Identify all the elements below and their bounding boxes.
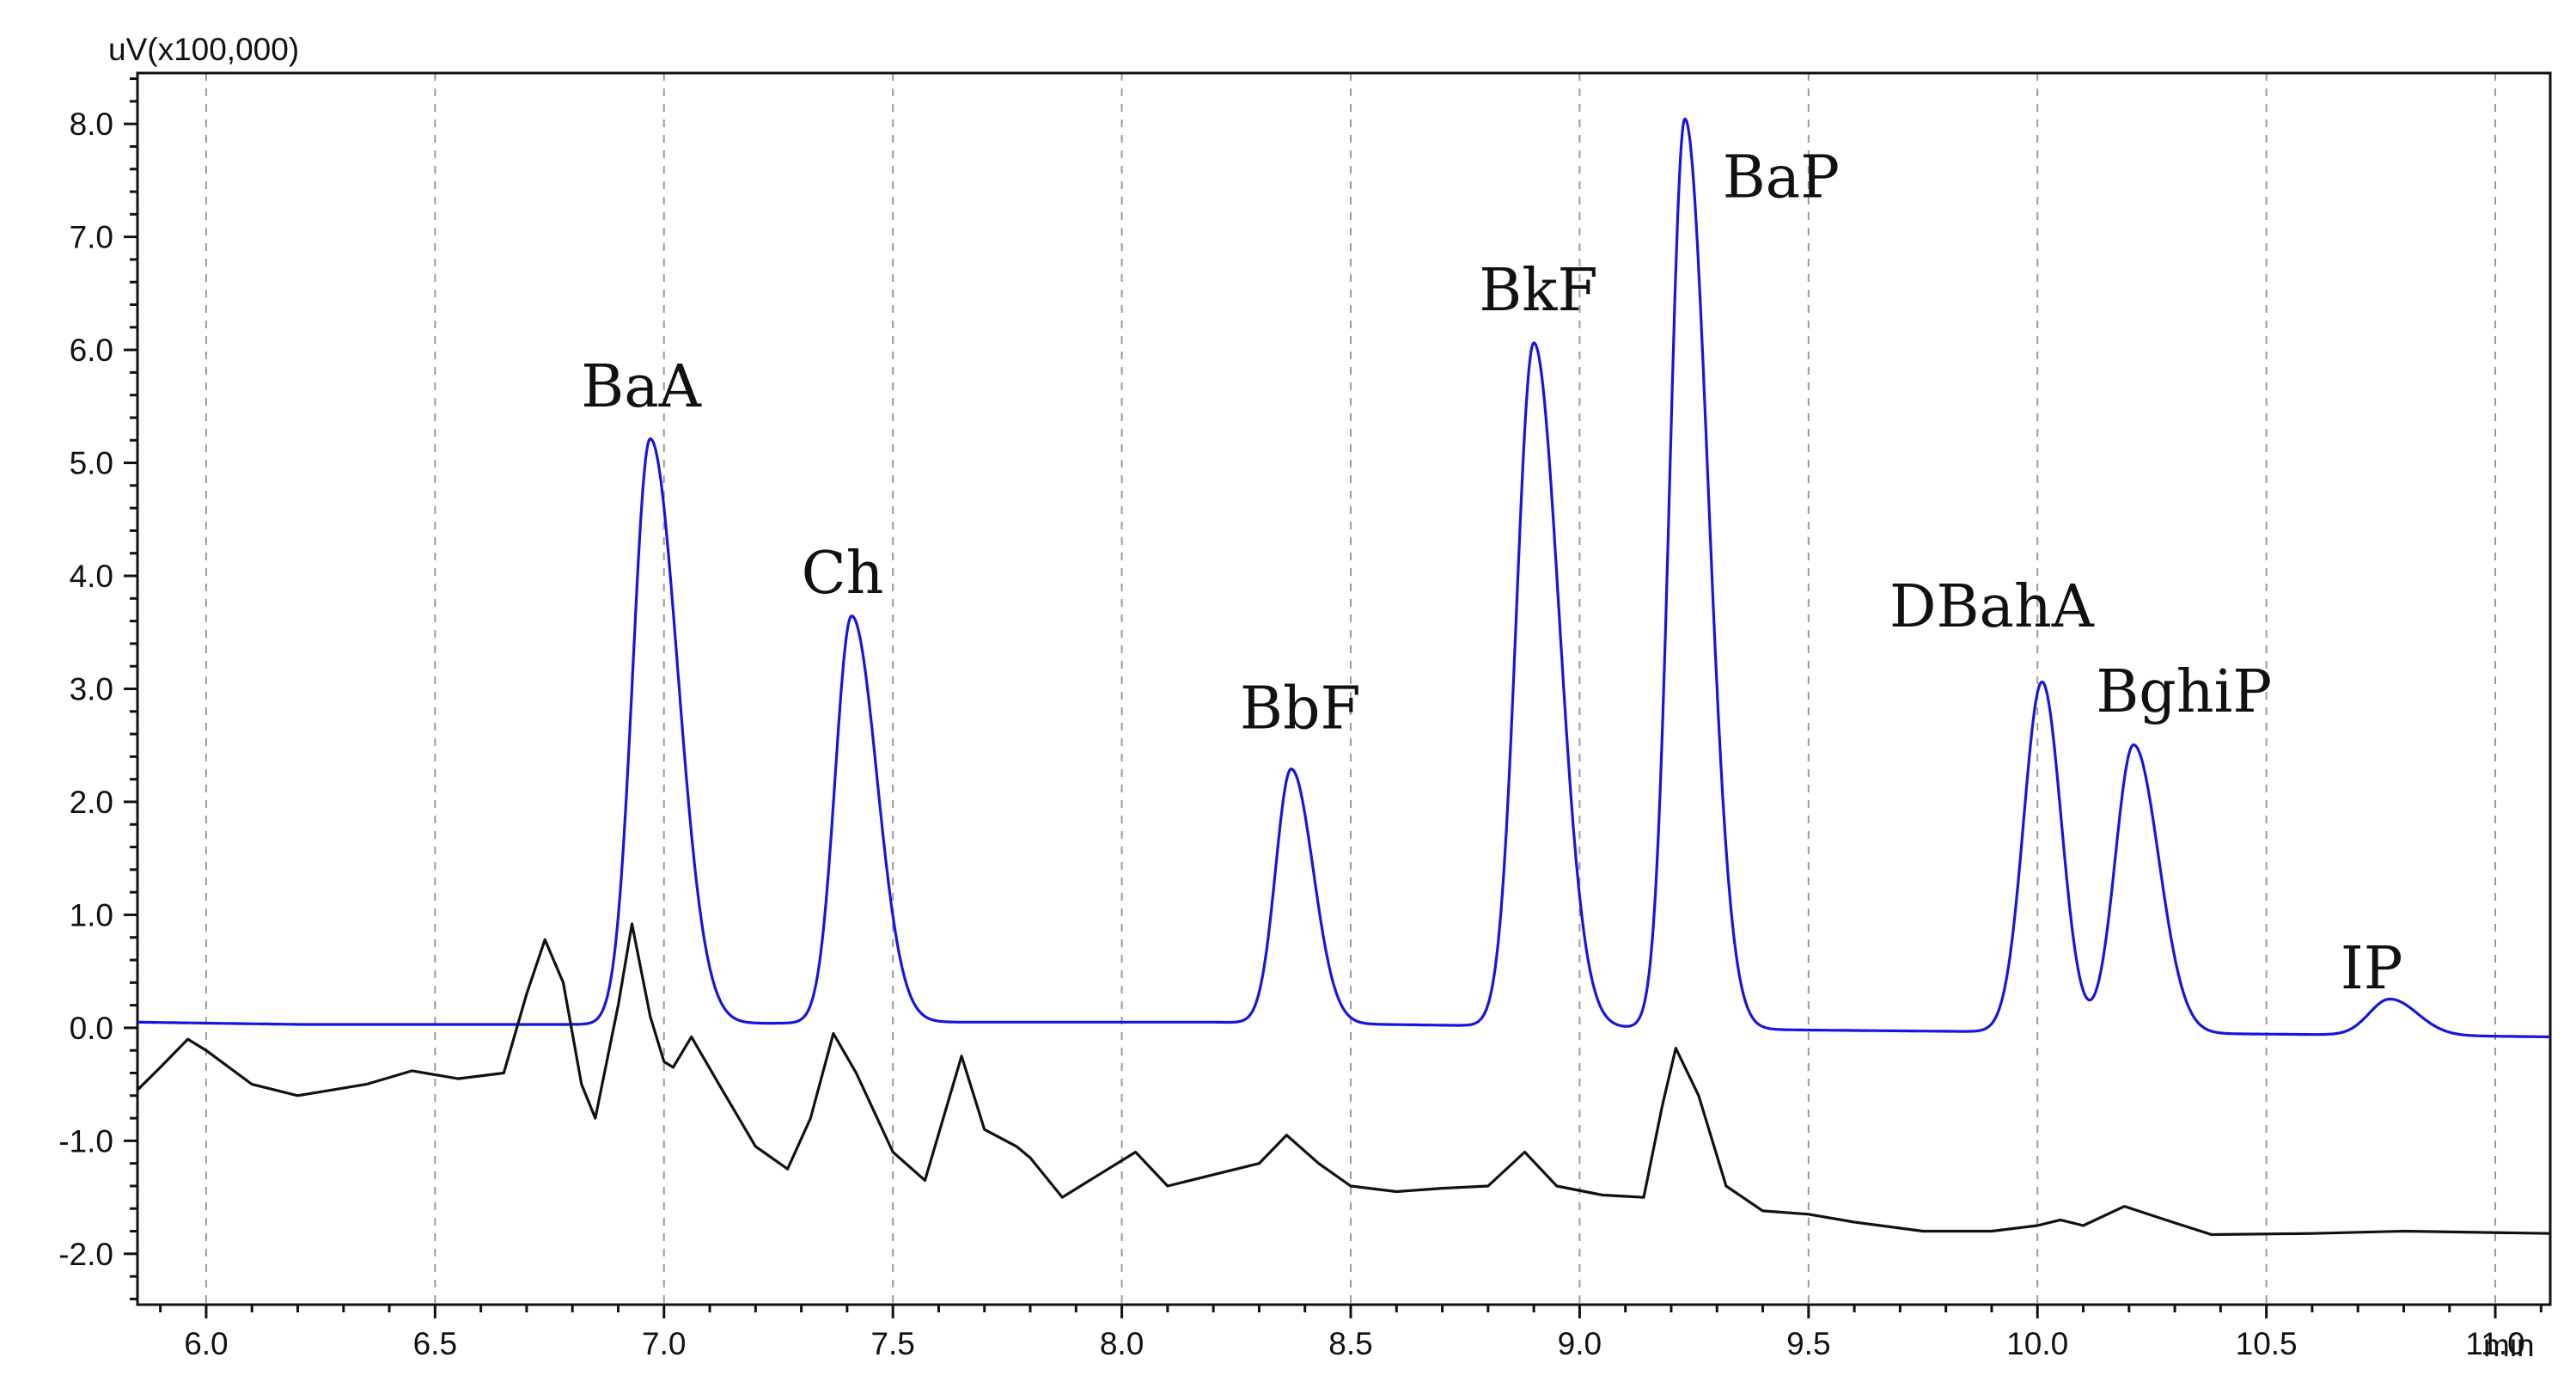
y-axis-unit-label: uV(x100,000)	[108, 32, 299, 67]
y-tick-label: -1.0	[58, 1123, 113, 1159]
x-axis-unit-label: min	[2483, 1328, 2535, 1363]
peak-label-bbf: BbF	[1240, 676, 1361, 743]
y-tick-label: 4.0	[70, 559, 113, 594]
peak-label-ip: IP	[2341, 935, 2403, 1003]
x-tick-label: 6.5	[413, 1326, 457, 1361]
x-tick-label: 11.0	[2465, 1326, 2524, 1361]
peak-label-bghip: BghiP	[2096, 658, 2272, 726]
x-tick-label: 7.0	[642, 1326, 686, 1361]
x-tick-label: 6.0	[184, 1326, 228, 1361]
x-tick-label: 7.5	[870, 1326, 914, 1361]
peak-label-ch: Ch	[802, 540, 884, 608]
standard-trace-line	[137, 117, 2551, 1038]
peak-label-bap: BaP	[1723, 144, 1840, 212]
y-tick-label: 0.0	[70, 1011, 113, 1046]
y-tick-label: 1.0	[70, 897, 113, 932]
y-tick-label: 6.0	[70, 333, 113, 368]
x-tick-label: 10.0	[2006, 1326, 2068, 1361]
y-axis-ticks: -2.0 -1.0 0.0 1.0 2.0 3.0 4.0 5.0 6.0 7.0 8.0	[58, 77, 137, 1300]
y-tick-label: 5.0	[70, 446, 113, 481]
y-tick-label: 3.0	[70, 672, 113, 707]
peak-label-baa: BaA	[581, 353, 702, 421]
y-tick-label: 7.0	[70, 220, 113, 255]
x-tick-label: 8.0	[1100, 1326, 1144, 1361]
x-tick-label: 9.5	[1786, 1326, 1830, 1361]
vertical-grid-lines	[204, 73, 2497, 1305]
x-tick-label: 10.5	[2236, 1326, 2298, 1361]
x-tick-label: 8.5	[1328, 1326, 1372, 1361]
y-tick-label: 8.0	[70, 107, 113, 142]
peak-label-dbaha: DBahA	[1889, 573, 2095, 641]
x-tick-label: 9.0	[1558, 1326, 1602, 1361]
chromatogram-traces	[136, 117, 2551, 1237]
peak-label-bkf: BkF	[1479, 257, 1597, 325]
sample-trace-line	[136, 922, 2551, 1237]
x-axis-ticks: 6.0 6.5 7.0 7.5 8.0 8.5 9.0 9.5 10.0 10.5 11.0	[159, 1305, 2542, 1361]
y-tick-label: -2.0	[58, 1237, 113, 1272]
y-tick-label: 2.0	[70, 785, 113, 820]
